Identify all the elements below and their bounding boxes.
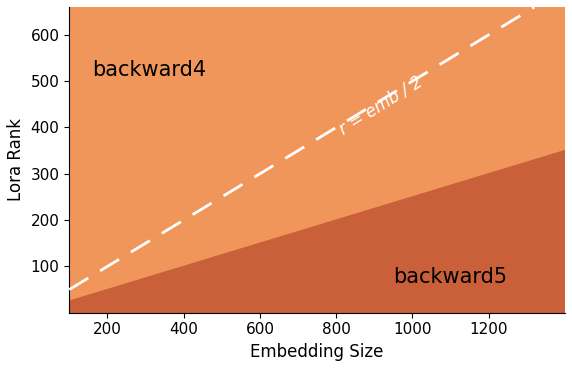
Text: r = emb / 2: r = emb / 2 [336,73,426,138]
Polygon shape [69,151,565,313]
Text: backward4: backward4 [92,60,206,81]
Y-axis label: Lora Rank: Lora Rank [7,118,25,201]
Text: backward5: backward5 [394,267,507,287]
X-axis label: Embedding Size: Embedding Size [251,343,384,361]
